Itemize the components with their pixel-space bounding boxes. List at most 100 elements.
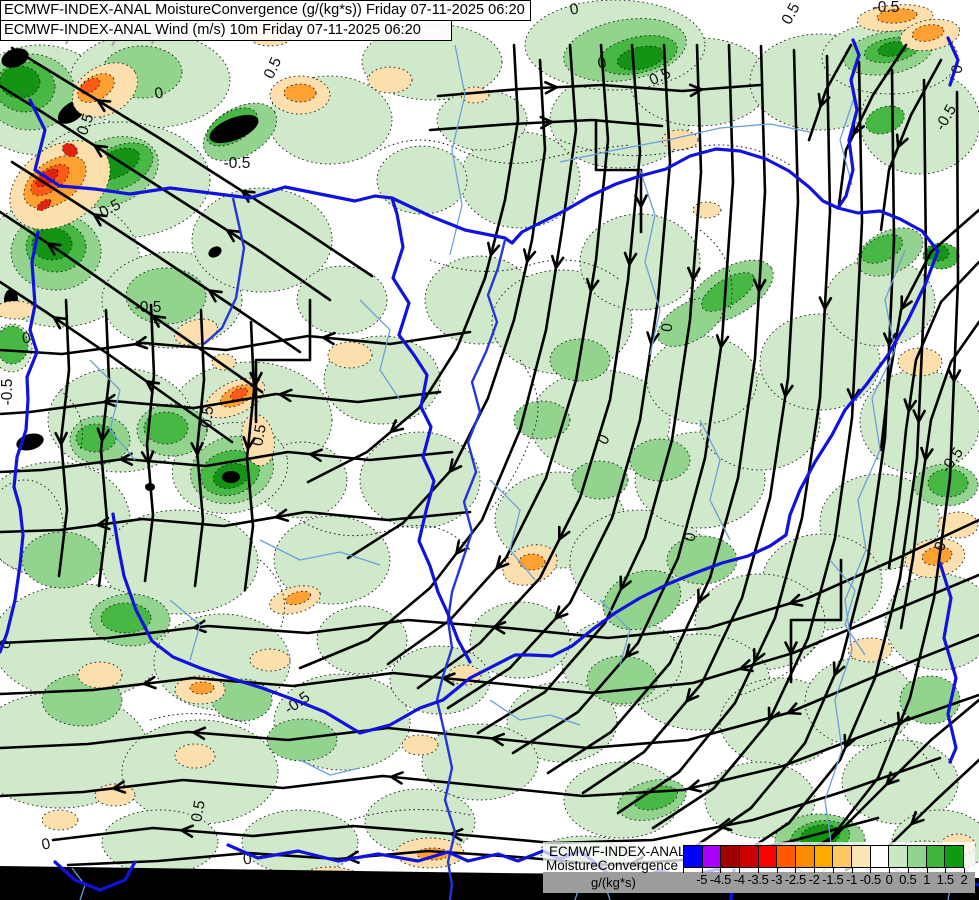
- contour-label: 0: [40, 835, 52, 853]
- wind-arrowhead: [623, 251, 638, 266]
- wind-arrowhead: [449, 827, 464, 842]
- wind-arrowhead: [688, 83, 703, 98]
- wind-arrowhead: [687, 779, 703, 793]
- contour-label: 0: [242, 850, 253, 868]
- wind-arrowhead: [920, 446, 934, 461]
- wind-arrowhead: [619, 575, 632, 591]
- wind-arrowhead: [843, 733, 857, 749]
- colorbar-tick: [795, 868, 797, 873]
- wind-arrowhead: [180, 824, 195, 838]
- wind-arrowhead: [818, 296, 833, 311]
- wind-arrowhead: [495, 555, 510, 570]
- wind-arrowhead: [752, 278, 767, 293]
- wind-arrowhead: [389, 419, 405, 434]
- legend-product-name: ECMWF-INDEX-ANAL: [549, 844, 686, 859]
- contour-label: 0: [153, 84, 165, 102]
- colorbar-cell: [739, 846, 758, 867]
- colorbar-cell: [757, 846, 777, 867]
- colorbar-tick-label: -0.5: [859, 872, 882, 887]
- colorbar-tick-label: -5: [696, 872, 708, 887]
- contour-label: 0: [596, 54, 608, 72]
- legend-parameter-name: MoistureConvergence: [546, 858, 679, 873]
- colorbar-tick: [907, 868, 909, 873]
- colorbar-tick: [739, 868, 741, 873]
- wind-arrowhead: [308, 448, 323, 463]
- wind-arrowhead: [321, 331, 336, 346]
- wind-arrowhead: [46, 242, 62, 256]
- wind-arrowhead: [486, 241, 501, 257]
- wind-arrowhead: [900, 295, 913, 311]
- wind-arrowhead: [242, 435, 256, 451]
- colorbar-cell: [813, 846, 833, 867]
- wind-arrowhead: [910, 810, 925, 826]
- wind-arrowhead: [134, 335, 149, 350]
- map-title-line1: ECMWF-INDEX-ANAL MoistureConvergence (g/…: [0, 0, 531, 21]
- wind-arrowhead: [92, 213, 108, 227]
- wind-arrowhead: [786, 702, 802, 716]
- colorbar-tick-label: -1.5: [822, 872, 844, 887]
- contour-label: 0.5: [249, 423, 269, 447]
- contour-label: 0: [568, 0, 580, 18]
- contour-label: 0: [21, 329, 32, 347]
- wind-arrowhead: [145, 380, 161, 394]
- wind-arrowhead: [455, 540, 469, 555]
- wind-arrowhead: [885, 771, 900, 786]
- wind-arrowhead: [142, 675, 157, 690]
- wind-arrowhead: [274, 508, 290, 522]
- wind-arrowhead: [539, 115, 554, 130]
- wind-arrowhead: [752, 648, 766, 663]
- colorbar-tick: [851, 868, 853, 873]
- wind-arrowhead: [739, 659, 754, 673]
- colorbar-tick: [964, 868, 965, 873]
- wind-arrowhead: [903, 398, 917, 413]
- wind-arrowhead: [718, 817, 733, 832]
- colorbar-tick: [926, 868, 928, 873]
- colorbar: [683, 845, 964, 868]
- wind-arrowhead: [140, 450, 155, 465]
- wind-arrowhead: [249, 371, 263, 386]
- wind-arrowhead: [685, 687, 700, 703]
- map-title-line2: ECMWF-INDEX-ANAL Wind (m/s) 10m Friday 0…: [0, 20, 452, 41]
- colorbar-tick: [870, 868, 872, 873]
- colorbar-tick: [776, 868, 778, 873]
- colorbar-tick: [814, 868, 816, 873]
- colorbar-cell: [944, 846, 964, 867]
- colorbar-cell: [851, 846, 870, 867]
- wind-arrowhead: [119, 452, 134, 466]
- colorbar-tick-label: -4: [733, 872, 745, 887]
- wind-arrowhead: [93, 144, 109, 158]
- wind-arrowhead: [226, 229, 241, 243]
- wind-arrowhead: [624, 643, 639, 659]
- colorbar-cell: [888, 846, 908, 867]
- wind-arrowhead: [882, 332, 897, 347]
- wind-arrowhead: [278, 388, 293, 403]
- wind-arrowhead: [832, 661, 846, 677]
- wind-arrowhead: [490, 732, 505, 747]
- wind-arrowhead: [52, 316, 68, 330]
- wind-arrowhead: [784, 641, 798, 655]
- wind-arrowhead: [585, 277, 600, 293]
- wind-arrowhead: [544, 80, 558, 95]
- wind-arrowhead: [102, 393, 118, 408]
- colorbar-tick-label: 1: [923, 872, 930, 887]
- wind-arrowhead: [895, 133, 909, 149]
- legend-lower-panel: [543, 872, 975, 893]
- wind-arrowhead: [788, 593, 804, 607]
- contour-label: -0.5: [224, 155, 251, 172]
- legend-units: g/(kg*s): [591, 875, 636, 890]
- wind-arrowhead: [96, 99, 112, 113]
- colorbar-cell: [907, 846, 926, 867]
- colorbar-cell: [684, 846, 702, 867]
- colorbar-tick-label: 0: [885, 872, 893, 887]
- contour-label: 0: [659, 322, 677, 332]
- wind-arrowhead: [96, 427, 111, 442]
- colorbar-tick-label: 2: [960, 872, 968, 887]
- wind-arrowhead: [192, 726, 207, 741]
- contour-label: 0: [948, 63, 966, 75]
- wind-arrowhead: [780, 383, 794, 398]
- wind-arrowhead: [389, 771, 404, 785]
- colorbar-tick: [701, 868, 703, 873]
- colorbar-cell: [795, 846, 814, 867]
